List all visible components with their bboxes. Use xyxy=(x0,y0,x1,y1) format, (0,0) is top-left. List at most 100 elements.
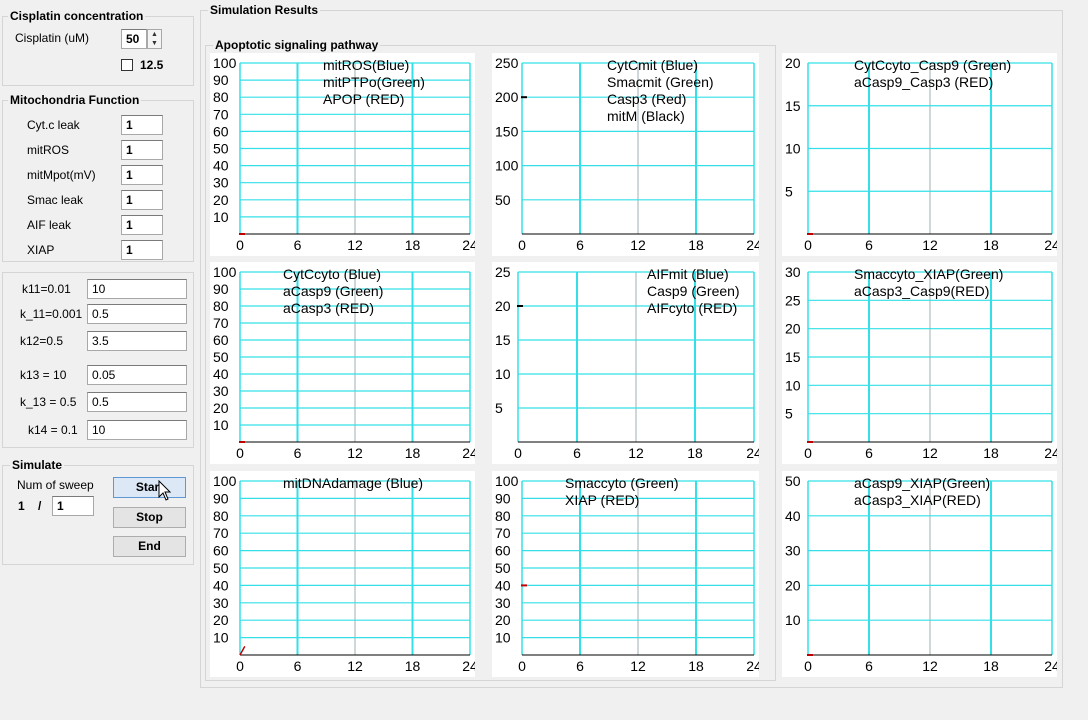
spin-up-icon[interactable]: ▲ xyxy=(151,31,158,38)
x-tick-label: 18 xyxy=(405,237,421,253)
mito-field-label: AIF leak xyxy=(27,218,72,232)
legend-entry: AIFcyto (RED) xyxy=(647,300,737,316)
cisplatin-input[interactable]: 50 xyxy=(121,29,147,49)
data-mark xyxy=(239,645,246,656)
rates-group xyxy=(2,272,194,448)
y-tick-label: 90 xyxy=(495,490,511,506)
mito-group-title: Mitochondria Function xyxy=(8,93,142,107)
rate-input[interactable]: 0.5 xyxy=(87,392,187,412)
y-tick-label: 40 xyxy=(213,577,229,593)
simulate-group-title: Simulate xyxy=(10,458,65,472)
y-tick-label: 200 xyxy=(495,89,519,105)
x-tick-label: 12 xyxy=(347,658,363,674)
y-tick-label: 100 xyxy=(213,55,237,71)
rate-input[interactable]: 0.5 xyxy=(87,304,187,324)
y-tick-label: 70 xyxy=(213,315,229,331)
mito-field-input[interactable]: 1 xyxy=(121,190,163,210)
legend-entry: aCasp3_XIAP(RED) xyxy=(854,492,981,508)
legend-entry: mitPTPo(Green) xyxy=(323,74,425,90)
x-tick-label: 18 xyxy=(405,445,421,461)
legend-entry: CytCcyto (Blue) xyxy=(283,266,381,282)
rate-input[interactable]: 10 xyxy=(87,279,187,299)
start-button[interactable]: Start xyxy=(113,477,186,498)
x-tick-label: 12 xyxy=(630,237,646,253)
y-tick-label: 90 xyxy=(213,490,229,506)
y-tick-label: 20 xyxy=(785,577,801,593)
chart-panel: 5 10 15 20 25 0 6 12 18 24 AIFmit (Blue) Casp9 (Gre… xyxy=(492,262,762,464)
legend-entry: Smaccyto_XIAP(Green) xyxy=(854,266,1003,282)
rate-input[interactable]: 0.05 xyxy=(87,365,187,385)
x-tick-label: 18 xyxy=(688,237,704,253)
y-tick-label: 50 xyxy=(785,473,801,489)
y-tick-label: 90 xyxy=(213,281,229,297)
mito-field-input[interactable]: 1 xyxy=(121,240,163,260)
x-tick-label: 6 xyxy=(573,445,581,461)
x-tick-label: 12 xyxy=(922,658,938,674)
y-tick-label: 30 xyxy=(213,383,229,399)
x-tick-label: 18 xyxy=(983,237,999,253)
y-tick-label: 250 xyxy=(495,55,519,71)
mito-field-label: mitROS xyxy=(27,143,69,157)
x-tick-label: 6 xyxy=(294,658,302,674)
x-tick-label: 24 xyxy=(1044,445,1057,461)
mito-field-input[interactable]: 1 xyxy=(121,165,163,185)
y-tick-label: 20 xyxy=(213,400,229,416)
rate-input[interactable]: 3.5 xyxy=(87,331,187,351)
y-tick-label: 20 xyxy=(213,192,229,208)
x-tick-label: 6 xyxy=(865,237,873,253)
chart-panel: 5 10 15 20 0 6 12 18 24 CytCcyto_Casp9 (Green) aCa… xyxy=(782,53,1060,256)
legend-entry: aCasp3 (RED) xyxy=(283,300,374,316)
legend-entry: aCasp9_XIAP(Green) xyxy=(854,475,990,491)
mito-field-input[interactable]: 1 xyxy=(121,215,163,235)
rate-label: k11=0.01 xyxy=(22,282,71,296)
y-tick-label: 60 xyxy=(213,123,229,139)
mito-field-label: mitMpot(mV) xyxy=(27,168,96,182)
y-tick-label: 30 xyxy=(785,264,801,280)
y-tick-label: 20 xyxy=(213,612,229,628)
legend-entry: mitROS(Blue) xyxy=(323,57,409,73)
pathway-group xyxy=(205,45,776,681)
sweep-total-input[interactable]: 1 xyxy=(52,496,94,516)
x-tick-label: 12 xyxy=(630,658,646,674)
y-tick-label: 30 xyxy=(213,595,229,611)
y-tick-label: 50 xyxy=(495,560,511,576)
x-tick-label: 24 xyxy=(462,658,475,674)
y-tick-label: 10 xyxy=(785,141,801,157)
cisplatin-spinner[interactable]: ▲ ▼ xyxy=(147,29,162,49)
legend-entry: aCasp9 (Green) xyxy=(283,283,383,299)
mito-field-input[interactable]: 1 xyxy=(121,140,163,160)
end-button[interactable]: End xyxy=(113,536,186,557)
mito-field-label: Smac leak xyxy=(27,193,84,207)
y-tick-label: 20 xyxy=(495,612,511,628)
y-tick-label: 70 xyxy=(213,106,229,122)
y-tick-label: 10 xyxy=(213,417,229,433)
rate-input[interactable]: 10 xyxy=(87,420,187,440)
x-tick-label: 12 xyxy=(922,237,938,253)
y-tick-label: 100 xyxy=(213,264,237,280)
x-tick-label: 0 xyxy=(236,445,244,461)
y-tick-label: 60 xyxy=(495,543,511,559)
x-tick-label: 6 xyxy=(576,658,584,674)
stop-button[interactable]: Stop xyxy=(113,507,186,528)
y-tick-label: 25 xyxy=(785,292,801,308)
x-tick-label: 18 xyxy=(687,445,703,461)
x-tick-label: 0 xyxy=(804,237,812,253)
y-tick-label: 5 xyxy=(785,183,793,199)
legend-entry: Casp3 (Red) xyxy=(607,91,686,107)
chart-panel: 50 100 150 200 250 0 6 12 18 24 CytCmit (Blue) Smac… xyxy=(492,53,762,256)
x-tick-label: 24 xyxy=(1044,237,1057,253)
y-tick-label: 100 xyxy=(213,473,237,489)
sweep-separator: / xyxy=(38,499,42,513)
x-tick-label: 12 xyxy=(347,237,363,253)
spin-down-icon[interactable]: ▼ xyxy=(151,40,158,47)
cisplatin-checkbox[interactable] xyxy=(121,59,133,71)
y-tick-label: 5 xyxy=(785,406,793,422)
y-tick-label: 5 xyxy=(495,400,503,416)
mito-field-input[interactable]: 1 xyxy=(121,115,163,135)
rate-label: k12=0.5 xyxy=(20,334,64,348)
y-tick-label: 10 xyxy=(785,377,801,393)
x-tick-label: 12 xyxy=(347,445,363,461)
legend-entry: mitM (Black) xyxy=(607,108,685,124)
